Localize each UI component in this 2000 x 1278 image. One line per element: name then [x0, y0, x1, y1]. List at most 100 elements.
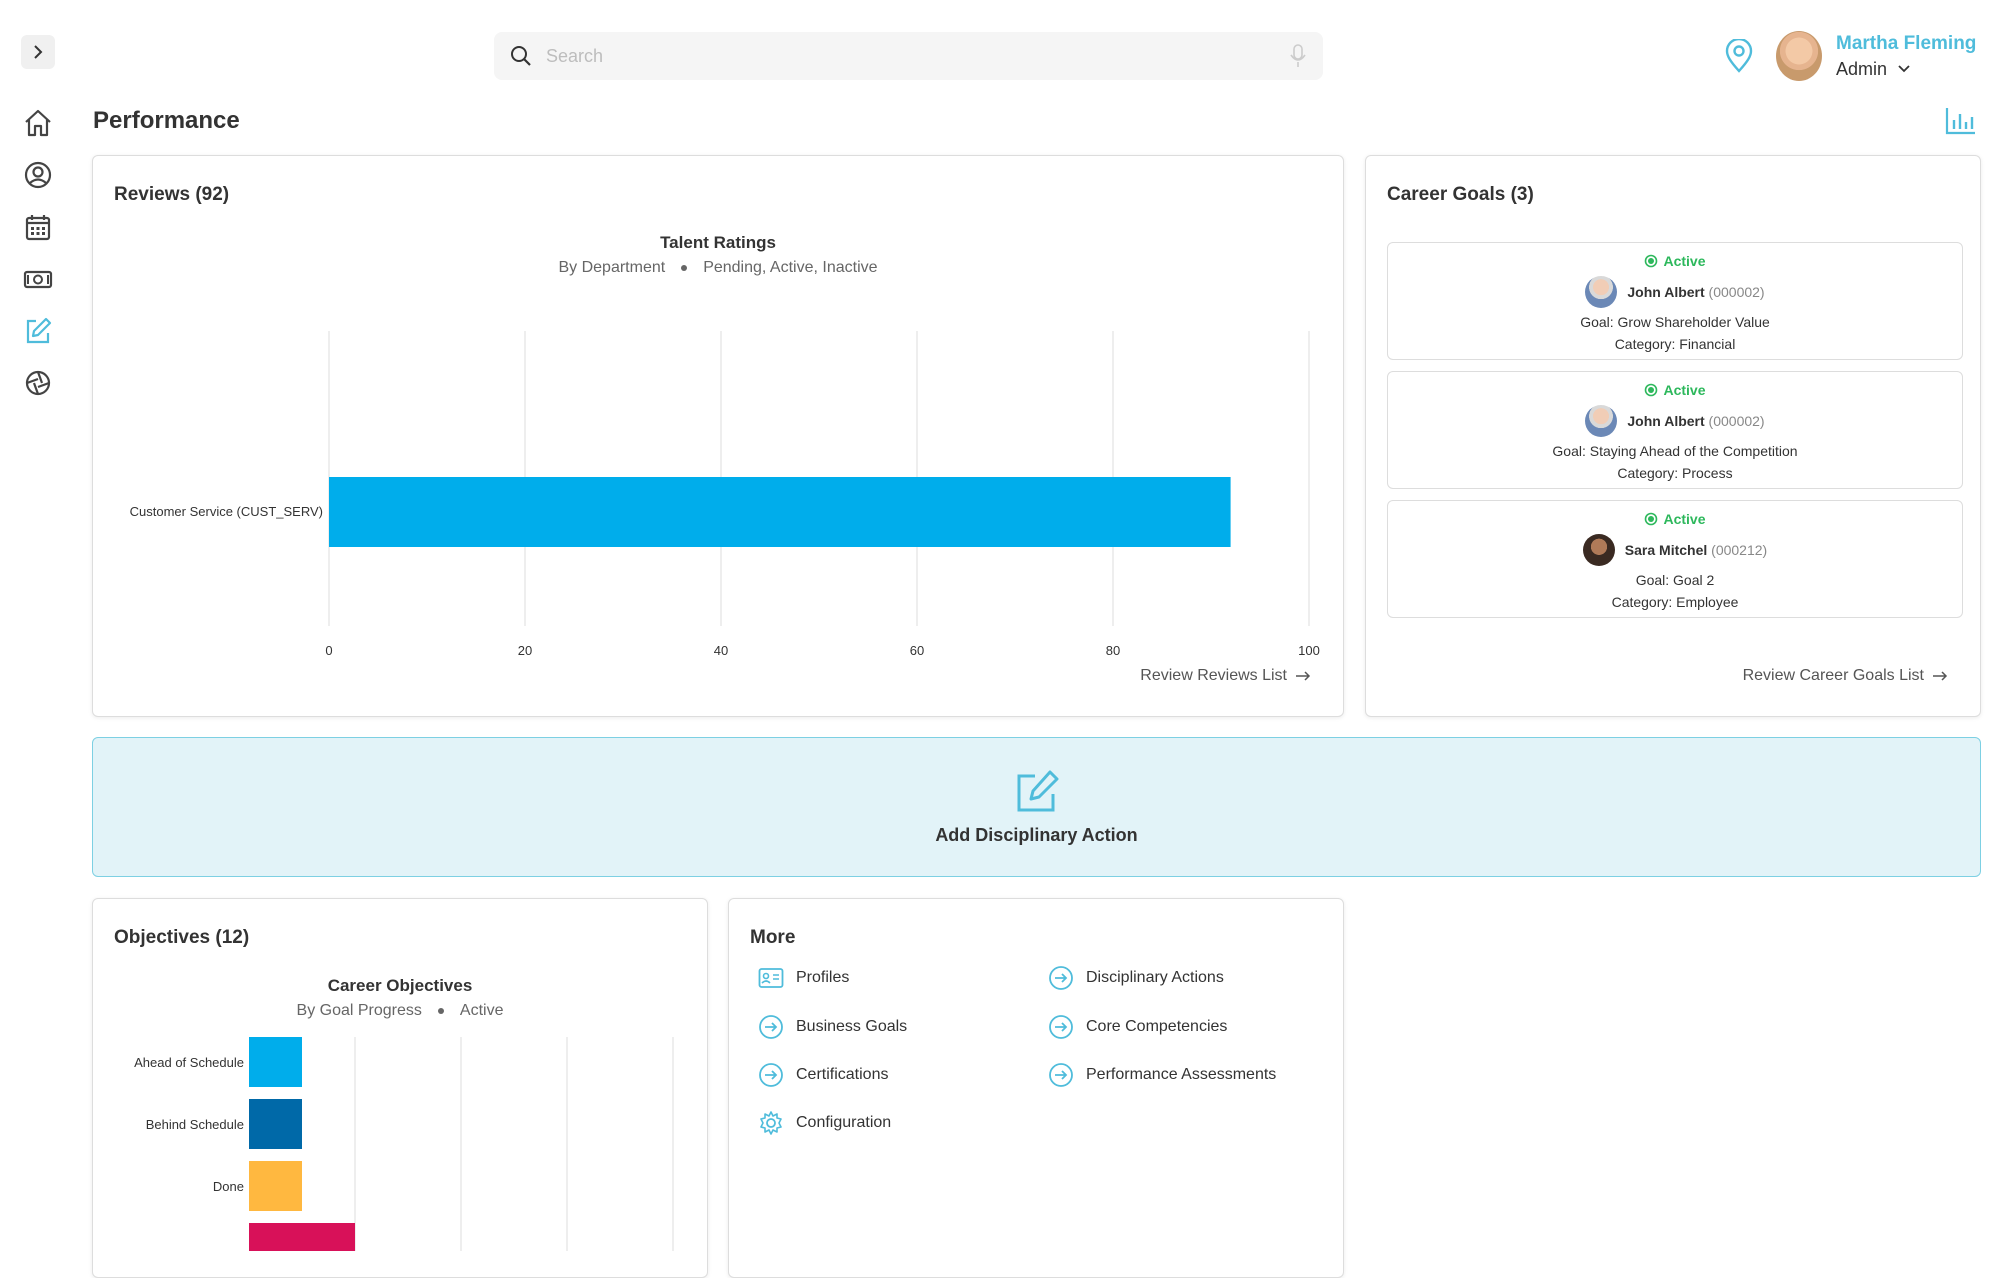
goal-card[interactable]: Active John Albert (000002) Goal: Grow S… [1387, 242, 1963, 360]
user-role[interactable]: Admin [1836, 59, 1976, 80]
more-link-label: Core Competencies [1086, 1018, 1228, 1035]
person-id: (000212) [1711, 542, 1768, 558]
review-reviews-list-label: Review Reviews List [1140, 667, 1287, 684]
user-menu[interactable]: Martha Fleming Admin [1724, 28, 1976, 84]
search-input[interactable] [546, 45, 1289, 67]
search-bar[interactable] [494, 32, 1323, 80]
goal-person: Sara Mitchel (000212) [1388, 534, 1962, 566]
x-tick-label: 40 [714, 643, 728, 658]
subtitle-part-a: By Department [558, 259, 666, 276]
reviews-title: Reviews (92) [114, 184, 230, 205]
review-career-goals-list-link[interactable]: Review Career Goals List [1743, 667, 1948, 685]
bar[interactable] [249, 1161, 302, 1211]
avatar[interactable] [1776, 31, 1822, 81]
status-label: Active [1663, 511, 1706, 527]
search-icon [511, 46, 531, 66]
status-label: Active [1663, 253, 1706, 269]
bar[interactable] [249, 1037, 302, 1087]
goal-category: Category: Financial [1614, 336, 1736, 352]
status-badge: Active [1388, 253, 1962, 269]
gear-icon [758, 1110, 784, 1136]
more-link-core-competencies[interactable]: Core Competencies [1048, 1014, 1227, 1040]
category-label: Customer Service (CUST_SERV) [130, 504, 323, 519]
career-objectives-chart: Ahead of Schedule Behind Schedule Done [134, 1037, 674, 1251]
bar[interactable] [329, 477, 1231, 547]
sidebar-item-profile[interactable] [20, 157, 56, 193]
status-badge: Active [1388, 511, 1962, 527]
user-circle-icon [24, 161, 52, 189]
goal-card[interactable]: Active Sara Mitchel (000212) Goal: Goal … [1387, 500, 1963, 618]
active-status-icon [1645, 512, 1658, 526]
talent-ratings-title: Talent Ratings [660, 233, 776, 252]
career-objectives-title: Career Objectives [327, 976, 473, 995]
person-name: John Albert [1627, 284, 1705, 300]
avatar [1585, 276, 1618, 308]
arrow-right-icon [1296, 671, 1311, 681]
person-name: Sara Mitchel [1624, 542, 1708, 558]
x-tick-label: 100 [1298, 643, 1320, 658]
active-status-icon [1645, 254, 1658, 268]
sidebar-item-refresh[interactable] [20, 365, 56, 401]
aperture-icon [25, 370, 51, 396]
objectives-title: Objectives (12) [114, 927, 250, 948]
sidebar-expand-button[interactable] [21, 35, 55, 69]
sidebar-item-calendar[interactable] [20, 209, 56, 245]
person-name: John Albert [1627, 413, 1705, 429]
arrow-circle-icon [758, 1014, 784, 1040]
sidebar [0, 0, 78, 1250]
review-reviews-list-link[interactable]: Review Reviews List [1140, 667, 1311, 685]
person-id: (000002) [1708, 284, 1765, 300]
career-objectives-subtitle: By Goal Progress Active [93, 1002, 707, 1020]
sidebar-item-home[interactable] [20, 105, 56, 141]
add-disciplinary-action-label: Add Disciplinary Action [935, 825, 1138, 845]
more-link-performance-assessments[interactable]: Performance Assessments [1048, 1062, 1276, 1088]
goal-person: John Albert (000002) [1388, 276, 1962, 308]
arrow-circle-icon [758, 1062, 784, 1088]
more-title: More [750, 927, 796, 948]
goal-text: Goal: Staying Ahead of the Competition [1552, 443, 1798, 459]
person-id: (000002) [1708, 413, 1765, 429]
bar[interactable] [249, 1223, 355, 1251]
more-link-disciplinary-actions[interactable]: Disciplinary Actions [1048, 965, 1224, 991]
goal-category: Category: Process [1617, 465, 1733, 481]
add-disciplinary-action-button[interactable]: Add Disciplinary Action [92, 737, 1981, 877]
chart-view-icon[interactable] [1944, 106, 1978, 136]
status-label: Active [1663, 382, 1706, 398]
calendar-icon [25, 215, 51, 241]
career-goals-title: Career Goals (3) [1387, 184, 1534, 205]
home-icon [25, 109, 51, 137]
more-link-label: Profiles [796, 969, 850, 986]
more-card: More Profiles Business Goals Certification… [728, 898, 1344, 1278]
status-badge: Active [1388, 382, 1962, 398]
subtitle-part-a: By Goal Progress [296, 1002, 422, 1019]
edit-icon [26, 317, 52, 344]
bar[interactable] [249, 1099, 302, 1149]
active-status-icon [1645, 383, 1658, 397]
arrow-circle-icon [1048, 965, 1074, 991]
goal-person: John Albert (000002) [1388, 405, 1962, 437]
review-career-goals-list-label: Review Career Goals List [1742, 667, 1924, 684]
more-link-business-goals[interactable]: Business Goals [758, 1014, 907, 1040]
chevron-down-icon [1898, 65, 1910, 73]
arrow-circle-icon [1048, 1062, 1074, 1088]
subtitle-part-b: Active [459, 1002, 504, 1019]
goal-card[interactable]: Active John Albert (000002) Goal: Stayin… [1387, 371, 1963, 489]
goal-category: Category: Employee [1611, 594, 1739, 610]
talent-ratings-chart: 0 20 40 60 80 100 Customer Service (CUST_SERV) [130, 331, 1320, 658]
more-link-configuration[interactable]: Configuration [758, 1110, 891, 1136]
edit-icon [1017, 770, 1059, 812]
user-role-label: Admin [1836, 58, 1888, 79]
id-card-icon [758, 965, 784, 991]
more-link-profiles[interactable]: Profiles [758, 965, 849, 991]
location-pin-icon[interactable] [1724, 39, 1754, 73]
more-link-label: Performance Assessments [1086, 1066, 1277, 1083]
talent-ratings-subtitle: By Department Pending, Active, Inactive [93, 259, 1343, 277]
x-tick-label: 0 [325, 643, 332, 658]
sidebar-item-edit[interactable] [20, 313, 56, 349]
category-label: Behind Schedule [146, 1117, 244, 1132]
sidebar-item-money[interactable] [20, 261, 56, 297]
more-link-certifications[interactable]: Certifications [758, 1062, 888, 1088]
avatar [1585, 405, 1618, 437]
microphone-icon[interactable] [1289, 43, 1307, 69]
x-tick-label: 60 [910, 643, 924, 658]
